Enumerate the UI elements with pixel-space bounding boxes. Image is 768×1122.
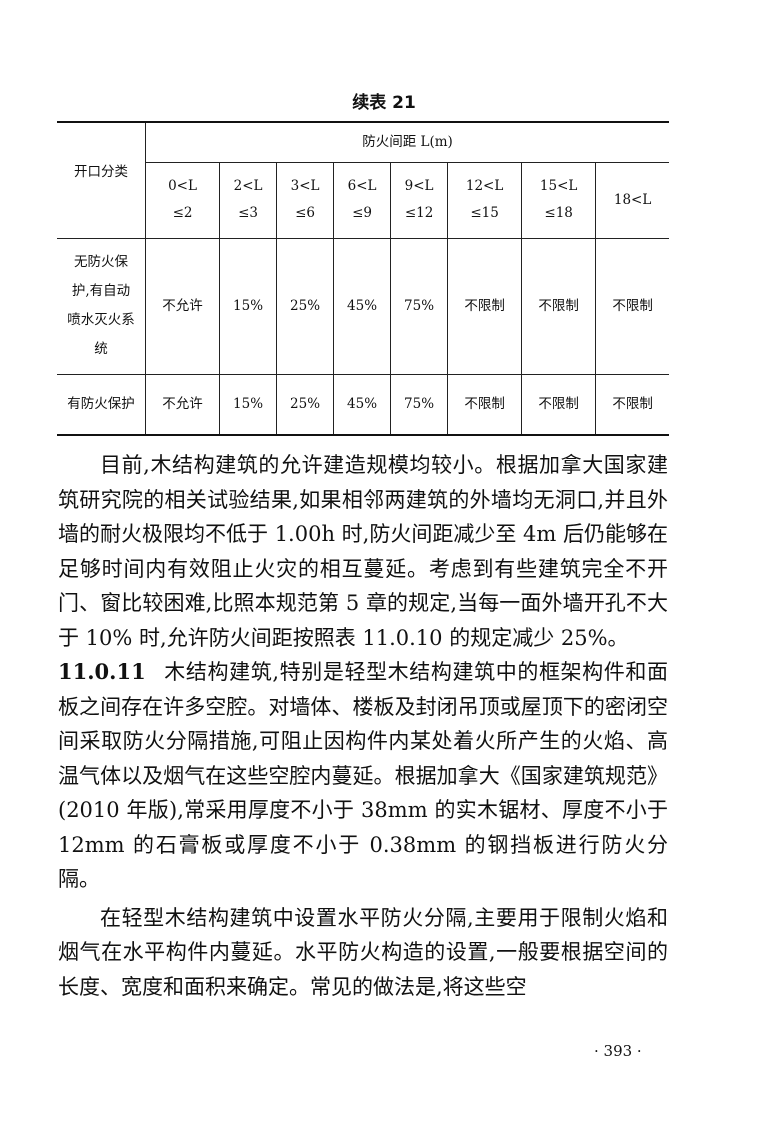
range-lower: 12<L [465,178,504,194]
range-lower: 0<L [168,178,197,194]
table-cell: 不限制 [595,373,669,436]
table-cell: 45% [333,373,392,436]
range-lower: 2<L [233,178,263,194]
range-upper: ≤12 [404,205,434,221]
table-cell: 75% [390,373,449,436]
fire-spacing-table: 开口分类 防火间距 L(m) 0<L ≤2 2<L ≤3 3<L ≤6 6<L ≤9 9<L ≤1… [57,121,669,436]
column-header: 18<L [595,161,669,239]
group-header: 防火间距 L(m) [145,121,669,163]
paragraph: 在轻型木结构建筑中设置水平防火分隔,主要用于限制火焰和烟气在水平构件内蔓延。水平… [58,905,668,999]
row-header: 开口分类 [57,121,146,239]
table-cell: 不限制 [447,373,523,436]
section-number: 11.0.11 [58,659,146,684]
range-upper: ≤6 [295,205,316,221]
paragraph: 目前,木结构建筑的允许建造规模均较小。根据加拿大国家建筑研究院的相关试验结果,如… [58,453,668,650]
range-upper: ≤18 [544,205,573,221]
page-number: · 393 · [594,1042,642,1060]
table-cell: 不允许 [144,237,221,375]
table-cell: 45% [333,237,392,375]
table-cell: 25% [276,373,335,436]
range-lower: 18<L [613,191,652,208]
column-header: 3<L ≤6 [276,161,335,239]
table-cell: 25% [276,237,335,375]
row-label: 无防火保护,有自动喷水灭火系统 [57,237,146,375]
column-header: 6<L ≤9 [333,161,392,239]
range-lower: 15<L [539,178,578,194]
table-caption: 续表 21 [352,93,416,113]
paragraph: 11.0.11 木结构建筑,特别是轻型木结构建筑中的框架构件和面板之间存在许多空腔… [58,655,668,897]
column-header: 9<L ≤12 [390,161,449,239]
row-label: 有防火保护 [57,373,146,436]
range-upper: ≤2 [172,205,193,221]
table-cell: 不限制 [595,237,669,375]
table-cell: 不限制 [447,237,523,375]
range-upper: ≤3 [238,205,259,221]
table-cell: 不限制 [521,237,597,375]
column-header: 15<L ≤18 [521,161,597,239]
table-cell: 不限制 [521,373,597,436]
column-header: 0<L ≤2 [145,161,221,239]
table-row: 无防火保护,有自动喷水灭火系统 不允许 15% 25% 45% 75% 不限制 不限制 不限制 [57,237,669,375]
table-cell: 75% [390,237,449,375]
range-lower: 9<L [404,178,434,194]
range-upper: ≤9 [352,205,373,221]
table-cell: 15% [219,237,278,375]
body-text: 目前,木结构建筑的允许建造规模均较小。根据加拿大国家建筑研究院的相关试验结果,如… [58,448,668,1004]
table-row: 有防火保护 不允许 15% 25% 45% 75% 不限制 不限制 不限制 [57,373,669,436]
range-lower: 6<L [347,178,377,194]
table-cell: 不允许 [144,373,221,436]
paragraph-text: 木结构建筑,特别是轻型木结构建筑中的框架构件和面板之间存在许多空腔。对墙体、楼板… [58,660,668,891]
table-cell: 15% [219,373,278,436]
column-header: 12<L ≤15 [447,161,523,239]
range-upper: ≤15 [470,205,499,221]
range-lower: 3<L [290,178,320,194]
column-header: 2<L ≤3 [219,161,278,239]
